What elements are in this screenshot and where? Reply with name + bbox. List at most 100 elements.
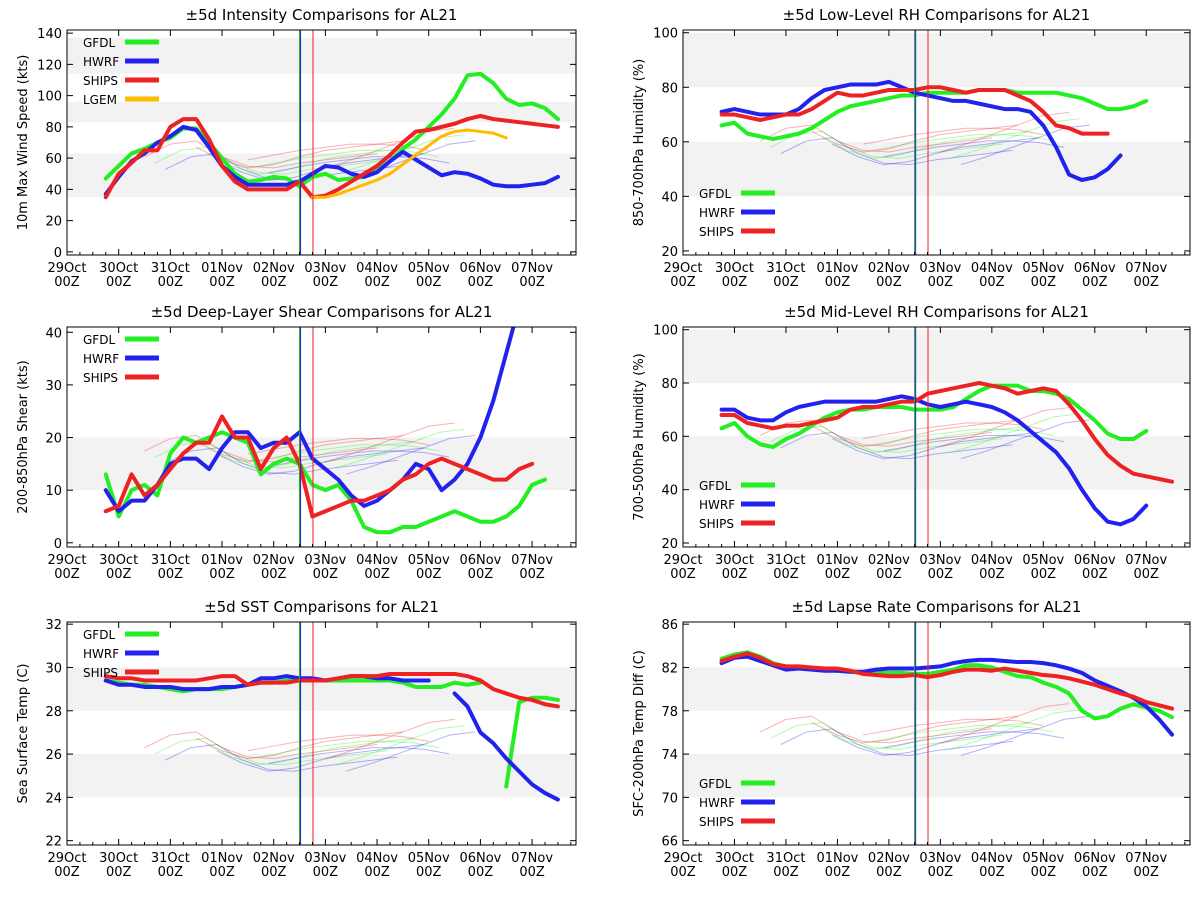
y-axis-label: Sea Surface Temp (C) — [16, 663, 31, 803]
y-tick-label: 60 — [661, 136, 678, 151]
faint-trace-gfdl — [821, 722, 1028, 750]
x-tick-label-day: 01Nov — [816, 553, 858, 568]
legend-label-hwrf: HWRF — [83, 647, 119, 661]
shaded-band — [683, 329, 1190, 383]
faint-trace-gfdl — [950, 709, 1080, 750]
y-tick-label: 60 — [45, 152, 62, 167]
y-tick-label: 20 — [45, 432, 62, 447]
x-tick-label-day: 05Nov — [408, 553, 450, 568]
x-tick-label-day: 02Nov — [868, 261, 910, 276]
x-tick-label-day: 07Nov — [511, 261, 553, 276]
chart-title: ±5d SST Comparisons for AL21 — [204, 598, 439, 616]
series-line-hwrf — [719, 654, 1174, 737]
x-tick-label-day: 31Oct — [151, 261, 190, 276]
faint-trace-gfdl — [821, 425, 1028, 454]
x-tick-label-hour: 00Z — [825, 865, 851, 880]
y-axis-label: 700-500hPa Humidity (%) — [632, 353, 647, 520]
x-tick-label-hour: 00Z — [876, 865, 902, 880]
faint-trace-hwrf — [780, 137, 1013, 166]
x-tick-label-day: 02Nov — [868, 851, 910, 866]
faint-trace-hwrf — [883, 731, 1064, 749]
series-line-gfdl — [719, 383, 1149, 449]
y-tick-label: 20 — [661, 537, 678, 552]
legend-label-gfdl: GFDL — [699, 777, 731, 791]
y-tick-label: 40 — [661, 484, 678, 499]
faint-trace-gfdl — [950, 118, 1080, 159]
legend-label-ships: SHIPS — [699, 517, 734, 531]
shaded-band — [67, 754, 576, 798]
x-tick-label-day: 05Nov — [1022, 261, 1064, 276]
x-tick-label-hour: 00Z — [773, 275, 799, 290]
legend-label-gfdl: GFDL — [83, 333, 115, 347]
chart-title: ±5d Low-Level RH Comparisons for AL21 — [783, 6, 1091, 24]
x-tick-label-day: 01Nov — [816, 261, 858, 276]
y-tick-label: 0 — [54, 246, 62, 261]
x-tick-label-day: 06Nov — [1074, 261, 1116, 276]
x-tick-label-hour: 00Z — [209, 275, 235, 290]
x-tick-label-hour: 00Z — [1082, 567, 1108, 582]
x-tick-label-hour: 00Z — [1082, 275, 1108, 290]
x-tick-label-hour: 00Z — [519, 865, 545, 880]
x-tick-label-day: 05Nov — [408, 851, 450, 866]
chart-title: ±5d Mid-Level RH Comparisons for AL21 — [784, 303, 1089, 321]
x-tick-label-hour: 00Z — [979, 567, 1005, 582]
faint-trace-ships — [247, 734, 429, 752]
chart-panel-6: 66707478828629Oct00Z30Oct00Z31Oct00Z01No… — [632, 598, 1191, 880]
x-tick-label-hour: 00Z — [416, 567, 442, 582]
series-group — [719, 381, 1174, 527]
series-line-hwrf — [103, 124, 560, 197]
faint-trace-gfdl — [873, 428, 1054, 446]
y-tick-label: 22 — [45, 835, 62, 850]
y-tick-label: 30 — [45, 379, 62, 394]
faint-trace-hwrf — [832, 728, 1039, 756]
y-tick-label: 82 — [661, 661, 678, 676]
faint-trace-gfdl — [873, 725, 1054, 742]
faint-trace-hwrf — [780, 431, 1013, 460]
y-tick-label: 40 — [45, 326, 62, 341]
chart-title: ±5d Deep-Layer Shear Comparisons for AL2… — [151, 303, 493, 321]
faint-traces — [144, 422, 476, 475]
series-line-lgem — [310, 128, 508, 199]
faint-trace-gfdl — [206, 737, 414, 766]
faint-trace-gfdl — [770, 721, 1003, 750]
x-tick-label-hour: 00Z — [468, 865, 494, 880]
faint-trace-gfdl — [873, 134, 1054, 151]
faint-trace-gfdl — [258, 740, 440, 758]
faint-trace-gfdl — [154, 737, 388, 766]
chart-panel-3: 01020304029Oct00Z30Oct00Z31Oct00Z01Nov00… — [16, 303, 577, 582]
legend-label-hwrf: HWRF — [699, 206, 735, 220]
chart-panel-5: 22242628303229Oct00Z30Oct00Z31Oct00Z01No… — [16, 598, 577, 880]
faint-trace-ships — [863, 422, 1044, 440]
x-tick-label-day: 31Oct — [766, 261, 805, 276]
x-tick-label-day: 04Nov — [971, 261, 1013, 276]
faint-trace-ships — [325, 422, 455, 463]
legend-label-hwrf: HWRF — [83, 352, 119, 366]
faint-trace-gfdl — [821, 130, 1028, 159]
x-tick-label-hour: 00Z — [722, 275, 748, 290]
faint-trace-hwrf — [268, 156, 450, 174]
y-tick-label: 74 — [661, 748, 678, 763]
x-tick-label-day: 03Nov — [919, 851, 961, 866]
x-tick-label-hour: 00Z — [106, 865, 132, 880]
x-tick-label-day: 07Nov — [1125, 851, 1167, 866]
x-tick-label-hour: 00Z — [54, 275, 80, 290]
faint-trace-ships — [940, 407, 1070, 447]
x-tick-label-day: 04Nov — [356, 851, 398, 866]
legend-label-ships: SHIPS — [83, 371, 118, 385]
faint-trace-ships — [144, 140, 378, 169]
x-tick-label-day: 05Nov — [1022, 851, 1064, 866]
y-tick-label: 140 — [37, 27, 62, 42]
y-tick-label: 0 — [54, 537, 62, 552]
series-line-gfdl — [504, 695, 560, 789]
y-tick-label: 80 — [661, 81, 678, 96]
x-tick-label-day: 29Oct — [47, 851, 86, 866]
series-line-ships — [719, 651, 1174, 711]
series-group — [103, 327, 547, 535]
y-tick-label: 120 — [37, 58, 62, 73]
faint-trace-hwrf — [345, 731, 476, 772]
x-tick-label-day: 31Oct — [151, 553, 190, 568]
x-tick-label-day: 04Nov — [971, 553, 1013, 568]
faint-trace-ships — [247, 438, 429, 455]
x-tick-label-hour: 00Z — [979, 275, 1005, 290]
y-tick-label: 100 — [37, 90, 62, 105]
